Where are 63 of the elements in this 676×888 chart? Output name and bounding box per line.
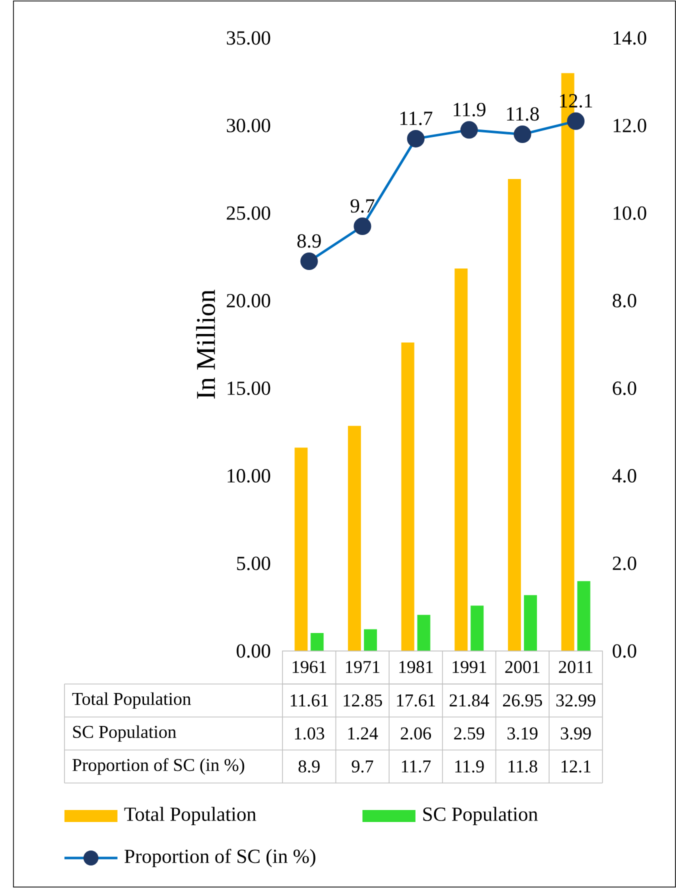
data-label: 12.85 — [344, 694, 382, 707]
bar — [310, 632, 324, 651]
data-label: 1.03 — [294, 727, 324, 740]
bar — [508, 178, 521, 651]
data-label: 11.61 — [290, 694, 328, 707]
text: 9.7 — [350, 199, 374, 213]
y2-tick-label: 2.0 — [612, 556, 636, 570]
data-label: 8.9 — [298, 760, 320, 773]
bar — [454, 268, 468, 651]
y-tick-label: 35.00 — [226, 31, 270, 45]
text: 11.9 — [454, 102, 486, 116]
data-label: 32.99 — [556, 694, 596, 707]
y-tick-label: 25.00 — [226, 206, 270, 220]
y-tick-label: 20.00 — [226, 294, 270, 308]
y-axis-title: In Million — [196, 290, 215, 399]
y-tick-label: 5.00 — [236, 556, 270, 570]
x-tick-label: 1971 — [346, 660, 380, 674]
data-label: 11.7 — [402, 760, 430, 773]
y-tick-label: 10.00 — [227, 469, 270, 483]
text: SC Population — [72, 725, 176, 742]
y-tick-label: 30.00 — [226, 118, 270, 132]
data-label: 2.06 — [400, 727, 431, 740]
y2-tick-label: 10.0 — [614, 206, 646, 220]
data-label: 21.84 — [449, 694, 489, 707]
bar — [348, 426, 361, 651]
bar — [524, 595, 537, 651]
x-tick-label: 1981 — [399, 660, 432, 674]
bar — [577, 581, 590, 651]
x-tick-label: 2001 — [505, 660, 540, 674]
y2-tick-label: 12.0 — [614, 118, 646, 132]
text: Total Population — [72, 692, 191, 709]
y2-tick-label: 8.0 — [612, 294, 636, 308]
x-tick-label: 1991 — [452, 660, 486, 674]
legend-label: Proportion of SC (in %) — [124, 848, 316, 868]
data-label: 1.24 — [348, 727, 378, 740]
y-tick-label: 15.00 — [227, 381, 270, 396]
legend-label: SC Population — [423, 806, 538, 826]
data-label: 2.59 — [454, 727, 484, 740]
text: Proportion of SC (in %) — [72, 758, 244, 775]
data-label: 3.19 — [507, 727, 538, 740]
data-label: 17.61 — [396, 694, 435, 707]
text: 11.8 — [506, 107, 539, 121]
text: 8.9 — [297, 234, 321, 248]
y2-tick-label: 6.0 — [612, 381, 636, 396]
bar — [364, 629, 377, 651]
data-label: 12.1 — [561, 760, 590, 773]
bar — [470, 606, 484, 651]
bar — [417, 614, 430, 651]
data-label: 9.7 — [352, 760, 373, 773]
text: 11.7 — [400, 112, 432, 126]
y2-tick-label: 14.0 — [614, 31, 646, 45]
bar — [401, 342, 414, 651]
y2-tick-label: 4.0 — [612, 469, 636, 483]
y-tick-label: 0.00 — [236, 644, 270, 658]
legend-label: Total Population — [124, 806, 256, 826]
data-label: 26.95 — [502, 694, 542, 707]
x-tick-label: 1961 — [292, 660, 326, 674]
bar — [294, 448, 308, 651]
x-tick-label: 2011 — [558, 660, 592, 674]
data-label: 3.99 — [560, 727, 591, 740]
y2-tick-label: 0.0 — [612, 644, 636, 658]
data-label: 11.9 — [455, 760, 484, 773]
data-label: 11.8 — [508, 760, 537, 773]
